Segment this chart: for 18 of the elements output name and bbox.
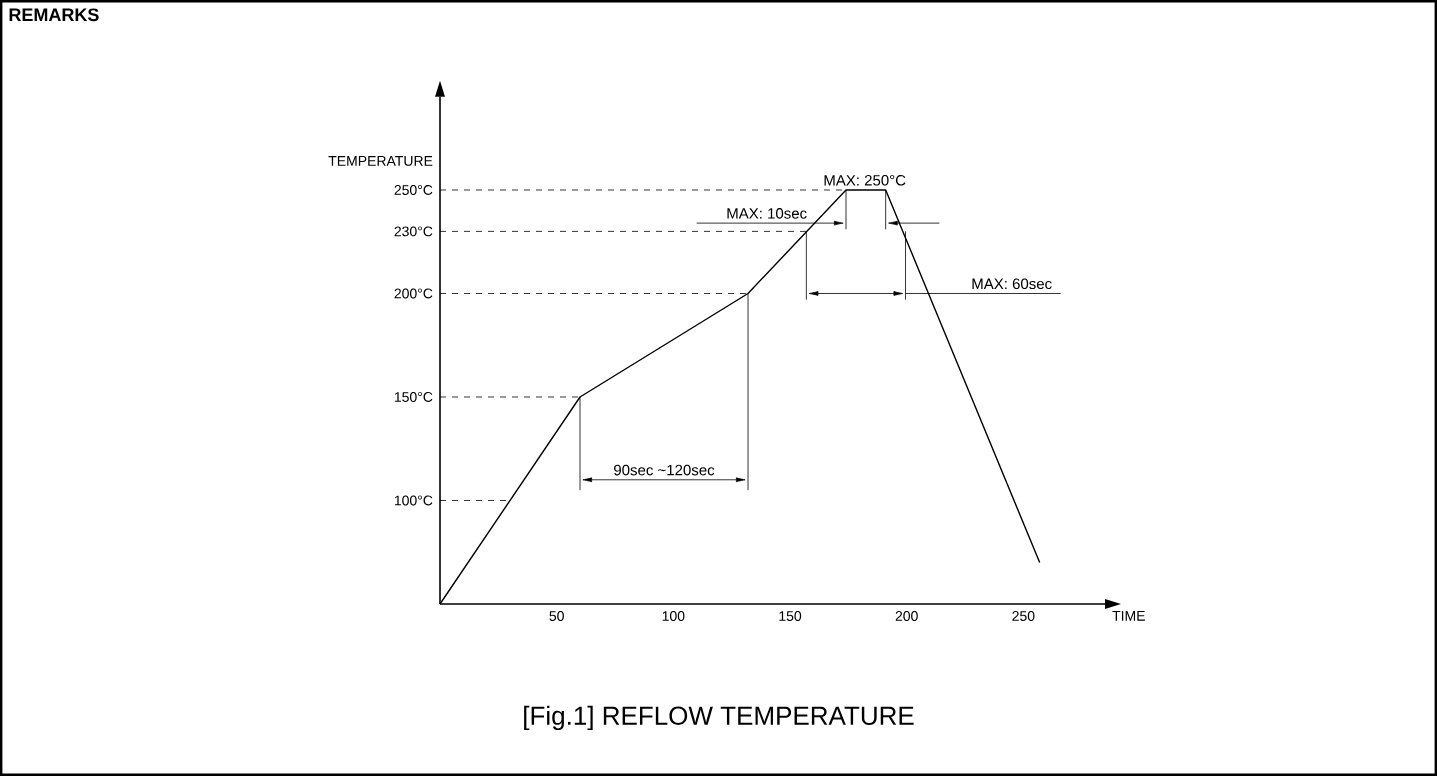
annotation: MAX: 10sec xyxy=(727,208,807,219)
text: [Fig.1] REFLOW TEMPERATURE xyxy=(524,705,914,731)
x-tick-label: 250 xyxy=(1012,611,1035,621)
annotation: 90sec ~120sec xyxy=(614,464,715,476)
x-tick-label: 100 xyxy=(662,611,685,621)
y-axis-title: TEMPERATURE xyxy=(328,156,433,166)
x-axis-title: TIME xyxy=(1112,611,1145,621)
y-tick-label: 150°C xyxy=(394,392,433,402)
y-tick-label: 230°C xyxy=(394,226,433,237)
text: REMARKS xyxy=(9,8,99,22)
annotation: MAX: 250°C xyxy=(824,174,906,186)
y-tick-label: 200°C xyxy=(394,288,433,299)
y-tick-label: 250°C xyxy=(394,185,433,195)
annotation: MAX: 60sec xyxy=(972,278,1052,290)
y-tick-label: 100°C xyxy=(394,495,433,506)
x-tick-label: 150 xyxy=(779,611,802,621)
x-tick-label: 200 xyxy=(895,611,918,621)
x-tick-label: 50 xyxy=(549,611,564,621)
